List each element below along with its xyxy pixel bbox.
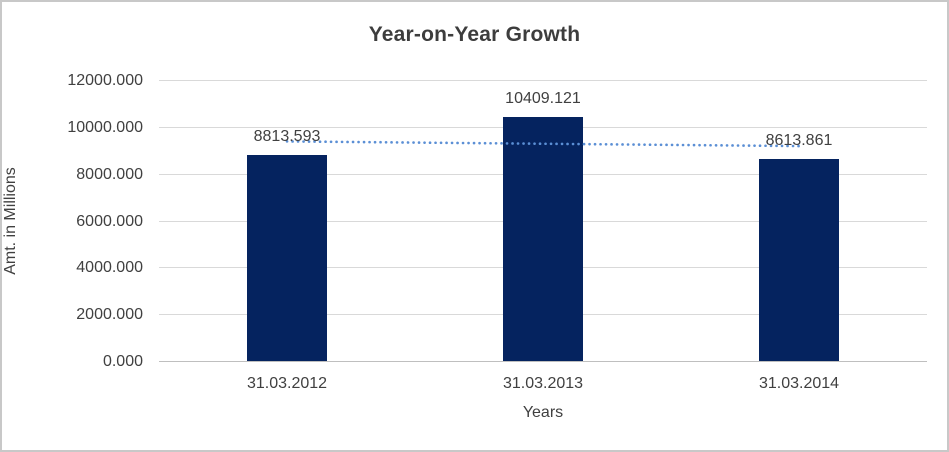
x-axis-line (159, 361, 927, 362)
data-label: 10409.121 (505, 90, 581, 107)
y-tick-label: 10000.000 (67, 119, 143, 136)
category-label: 31.03.2012 (246, 375, 328, 392)
bar-31.03.2013 (503, 117, 583, 361)
gridline (159, 80, 927, 81)
y-tick-label: 4000.000 (76, 259, 143, 276)
y-tick-label: 0.000 (102, 353, 143, 370)
bar-31.03.2012 (247, 155, 327, 361)
y-tick-label: 2000.000 (76, 306, 143, 323)
data-label: 8613.861 (765, 132, 833, 149)
y-tick-label: 6000.000 (76, 213, 143, 230)
category-label: 31.03.2014 (758, 375, 840, 392)
bar-31.03.2014 (759, 159, 839, 361)
x-axis-title: Years (522, 404, 564, 421)
y-tick-label: 12000.000 (67, 72, 143, 89)
category-label: 31.03.2013 (502, 375, 584, 392)
data-label: 8813.593 (253, 128, 321, 145)
y-tick-label: 8000.000 (76, 166, 143, 183)
chart-title: Year-on-Year Growth (368, 23, 581, 46)
